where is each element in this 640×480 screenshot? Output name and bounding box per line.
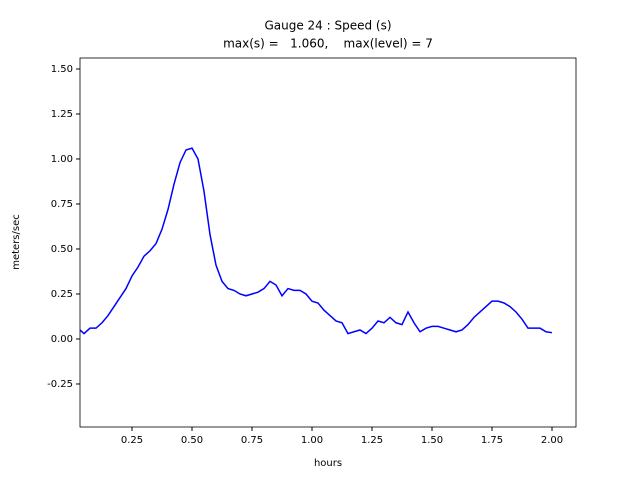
y-tick-label: 0.25 <box>51 289 73 300</box>
x-tick-label: 0.75 <box>241 435 263 446</box>
x-axis-label: hours <box>314 458 342 469</box>
y-tick-label: 0.00 <box>51 334 73 345</box>
y-tick-label: 1.50 <box>51 64 73 75</box>
x-tick-label: 0.50 <box>181 435 203 446</box>
x-tick-label: 1.25 <box>361 435 383 446</box>
y-tick-label: 1.25 <box>51 109 73 120</box>
y-axis-label: meters/sec <box>11 214 22 270</box>
y-tick-label: 0.75 <box>51 199 73 210</box>
y-tick-label: 1.00 <box>51 154 73 165</box>
x-tick-label: 1.00 <box>301 435 323 446</box>
data-line <box>79 147 553 335</box>
x-tick-label: 2.00 <box>541 435 563 446</box>
x-tick-label: 1.50 <box>421 435 443 446</box>
plot-frame <box>79 57 577 428</box>
x-tick-label: 1.75 <box>481 435 503 446</box>
y-tick-label: 0.50 <box>51 244 73 255</box>
x-tick-label: 0.25 <box>121 435 143 446</box>
y-tick-label: -0.25 <box>47 379 73 390</box>
chart-title: Gauge 24 : Speed (s) <box>264 19 391 33</box>
chart-subtitle: max(s) = 1.060, max(level) = 7 <box>223 37 433 51</box>
